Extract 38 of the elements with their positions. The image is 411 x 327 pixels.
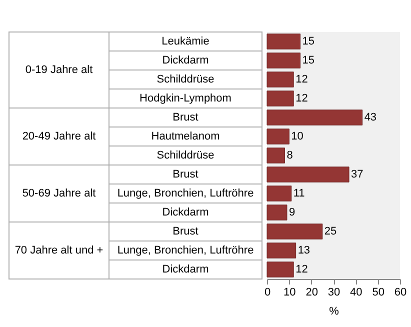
data-label: 13 [298, 244, 310, 256]
y-tick-label: Dickdarm [162, 264, 209, 276]
y-tick-label: Brust [172, 168, 198, 180]
x-tick-label: 0 [264, 286, 271, 298]
y-tick-label: Brust [172, 226, 198, 238]
y-tick-label: Lunge, Bronchien, Luftröhre [117, 188, 254, 200]
data-label: 25 [324, 226, 337, 238]
data-label: 10 [291, 130, 304, 142]
x-tick-label: 40 [350, 286, 362, 298]
y-tick-label: Schilddrüse [156, 74, 214, 86]
x-tick-label: 30 [328, 286, 340, 298]
data-label: 9 [288, 206, 296, 218]
x-tick-label: 60 [394, 286, 407, 298]
data-label: 43 [364, 112, 377, 124]
data-label: 11 [293, 188, 305, 200]
y-tick-label: Leukämie [162, 36, 210, 48]
x-axis-title: % [329, 306, 340, 318]
y-tick-label: Schilddrüse [156, 150, 214, 162]
y-tick-label: Hodgkin-Lymphom [140, 92, 232, 104]
y-tick-label: Brust [172, 112, 198, 124]
data-label: 12 [296, 264, 308, 276]
x-tick-label: 50 [372, 286, 384, 298]
text: 70 Jahre alt und + [14, 244, 104, 256]
x-tick-label: 20 [306, 286, 318, 298]
text: 50-69 Jahre alt [22, 188, 96, 200]
y-tick-label: Dickdarm [162, 54, 209, 66]
text: 20-49 Jahre alt [22, 130, 96, 142]
data-label: 15 [302, 36, 314, 48]
data-label: 37 [351, 168, 364, 180]
data-label: 12 [296, 74, 308, 86]
y-tick-label: Hautmelanom [151, 130, 220, 142]
text: 0-19 Jahre alt [25, 64, 93, 76]
data-label: 12 [296, 92, 308, 104]
x-tick-label: 10 [284, 286, 296, 298]
y-tick-label: Lunge, Bronchien, Luftröhre [117, 244, 254, 256]
data-label: 8 [286, 150, 293, 162]
data-label: 15 [302, 54, 314, 66]
y-tick-label: Dickdarm [162, 206, 209, 218]
